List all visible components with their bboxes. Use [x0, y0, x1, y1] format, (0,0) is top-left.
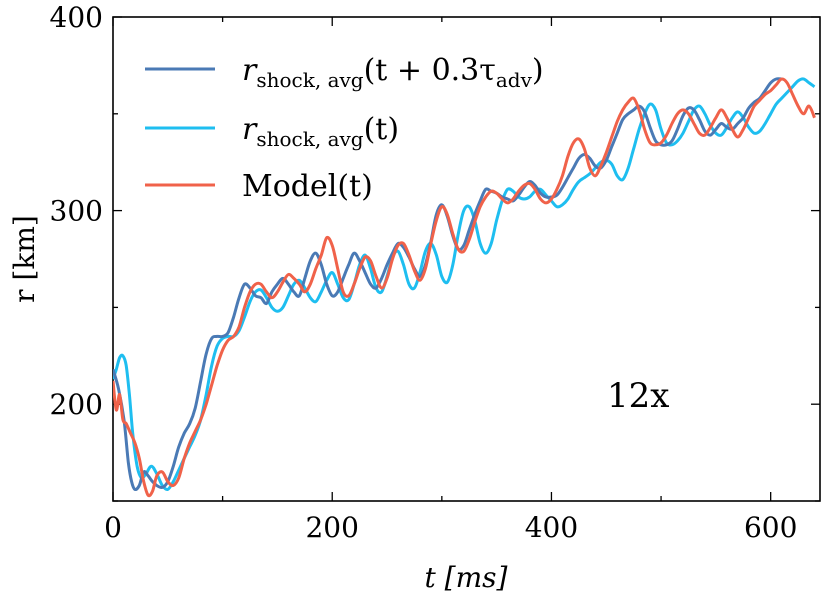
legend-label-shock-shifted: rshock, avg(t + 0.3τadv)	[242, 53, 544, 92]
series-shock-line	[113, 77, 816, 491]
plot-frame	[112, 16, 821, 502]
y-tick-label: 200	[50, 388, 103, 421]
x-tick-label: 200	[305, 511, 358, 544]
x-axis-label: t [ms]	[425, 561, 508, 594]
legend-label-shock: rshock, avg(t)	[242, 112, 399, 151]
annotation-12x: 12x	[607, 376, 669, 416]
legend: rshock, avg(t + 0.3τadv) rshock, avg(t) …	[145, 53, 544, 204]
legend-label-model: Model(t)	[242, 169, 373, 204]
x-tick-label: 0	[104, 511, 122, 544]
x-tick-label: 400	[525, 511, 578, 544]
x-tick-label: 600	[744, 511, 797, 544]
y-tick-label: 400	[50, 1, 103, 34]
series-shock-shifted-line	[113, 77, 782, 492]
series-model-line	[113, 77, 816, 498]
y-ticks: 200 300 400	[50, 1, 820, 502]
y-axis-label: r [km]	[8, 215, 41, 303]
series-layer	[113, 77, 816, 498]
y-tick-label: 300	[50, 195, 103, 228]
x-ticks: 0 200 400 600	[104, 17, 797, 544]
